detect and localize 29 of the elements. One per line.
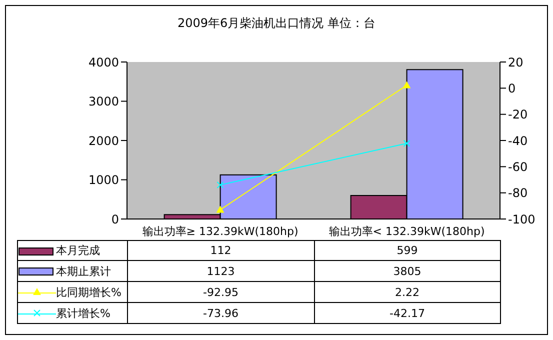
data-label: 1123 bbox=[128, 261, 314, 281]
y2-tick-label: -100 bbox=[508, 212, 536, 226]
y-tick-label: 0 bbox=[111, 212, 119, 226]
y2-tick-label: -80 bbox=[508, 186, 528, 200]
legend-label: 比同期增长% bbox=[56, 284, 122, 300]
y-tick-label: 1000 bbox=[88, 173, 119, 188]
y-tick-label: 2000 bbox=[88, 134, 119, 148]
y-tick-label: 3000 bbox=[88, 94, 119, 109]
y2-tick-label: 0 bbox=[508, 81, 516, 96]
data-label: 2.22 bbox=[314, 282, 501, 302]
x-tick-label: 输出功率< 132.39kW(180hp) bbox=[328, 224, 485, 238]
data-label: -92.95 bbox=[128, 282, 314, 302]
data-label: 3805 bbox=[314, 261, 501, 281]
y2-tick-label: -20 bbox=[508, 108, 528, 122]
legend-label: 本月完成 bbox=[56, 243, 100, 258]
y-tick-label: 4000 bbox=[88, 55, 119, 70]
y2-tick-label: -40 bbox=[508, 134, 528, 148]
x-tick-label: 输出功率≥ 132.39kW(180hp) bbox=[142, 224, 298, 238]
point bbox=[403, 140, 410, 147]
y2-tick-label: 20 bbox=[508, 55, 524, 70]
data-label: -42.17 bbox=[314, 303, 501, 323]
y2-tick-label: -60 bbox=[508, 160, 528, 174]
legend-label: 累计增长% bbox=[56, 306, 110, 320]
data-label: -73.96 bbox=[128, 303, 314, 323]
data-label: 112 bbox=[128, 241, 314, 260]
legend-label: 本期止累计 bbox=[56, 264, 111, 278]
point bbox=[216, 181, 224, 188]
chart-title: 2009年6月柴油机出口情况 单位：台 bbox=[176, 15, 376, 32]
data-label: 599 bbox=[314, 241, 501, 260]
